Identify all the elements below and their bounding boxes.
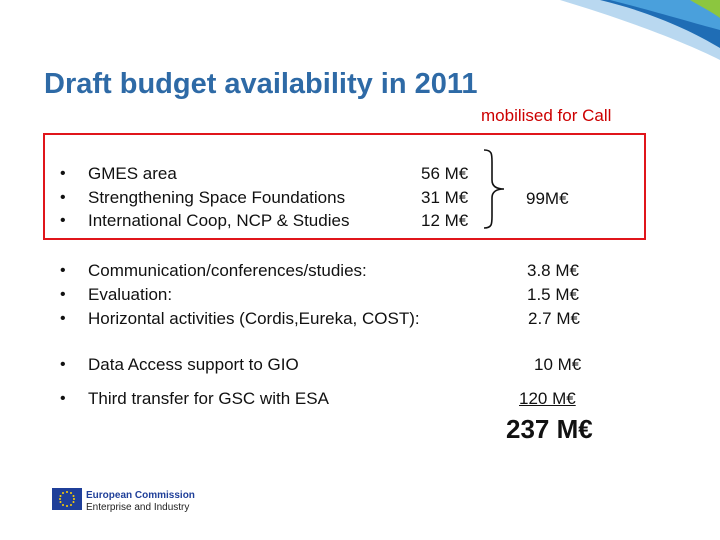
header-decoration: [560, 0, 720, 60]
bullet: •: [60, 262, 66, 279]
data-access-amount: 10 M€: [534, 355, 582, 374]
third-transfer-amount: 120 M€: [519, 389, 576, 408]
grand-total: 237 M€: [506, 414, 593, 444]
intl-coop-amount: 12 M€: [421, 211, 469, 230]
communication-label: Communication/conferences/studies:: [88, 261, 367, 280]
evaluation-label: Evaluation:: [88, 285, 173, 304]
gmes-area-amount: 56 M€: [421, 164, 469, 183]
bullet: •: [60, 390, 66, 407]
bullet: •: [60, 310, 66, 327]
call-highlight-box: [43, 133, 646, 240]
call-total-amount: 99M€: [526, 189, 569, 208]
third-transfer-label: Third transfer for GSC with ESA: [88, 389, 329, 408]
bullet: •: [60, 212, 66, 229]
bullet: •: [60, 165, 66, 182]
slide-title: Draft budget availability in 2011: [44, 68, 478, 100]
gmes-area-label: GMES area: [88, 164, 177, 183]
logo-line2: Enterprise and Industry: [86, 502, 190, 513]
communication-amount: 3.8 M€: [527, 261, 579, 280]
data-access-label: Data Access support to GIO: [88, 355, 299, 374]
intl-coop-label: International Coop, NCP & Studies: [88, 211, 350, 230]
bullet: •: [60, 189, 66, 206]
bullet: •: [60, 356, 66, 373]
ec-logo: [52, 488, 82, 515]
horizontal-activities-amount: 2.7 M€: [528, 309, 580, 328]
evaluation-amount: 1.5 M€: [527, 285, 579, 304]
right-brace-icon: [483, 149, 505, 229]
logo-line1: European Commission: [86, 490, 195, 501]
horizontal-activities-label: Horizontal activities (Cordis,Eureka, CO…: [88, 309, 420, 328]
eu-flag-icon: [52, 488, 82, 510]
space-foundations-amount: 31 M€: [421, 188, 469, 207]
space-foundations-label: Strengthening Space Foundations: [88, 188, 346, 207]
bullet: •: [60, 286, 66, 303]
mobilised-label: mobilised for Call: [481, 106, 612, 125]
